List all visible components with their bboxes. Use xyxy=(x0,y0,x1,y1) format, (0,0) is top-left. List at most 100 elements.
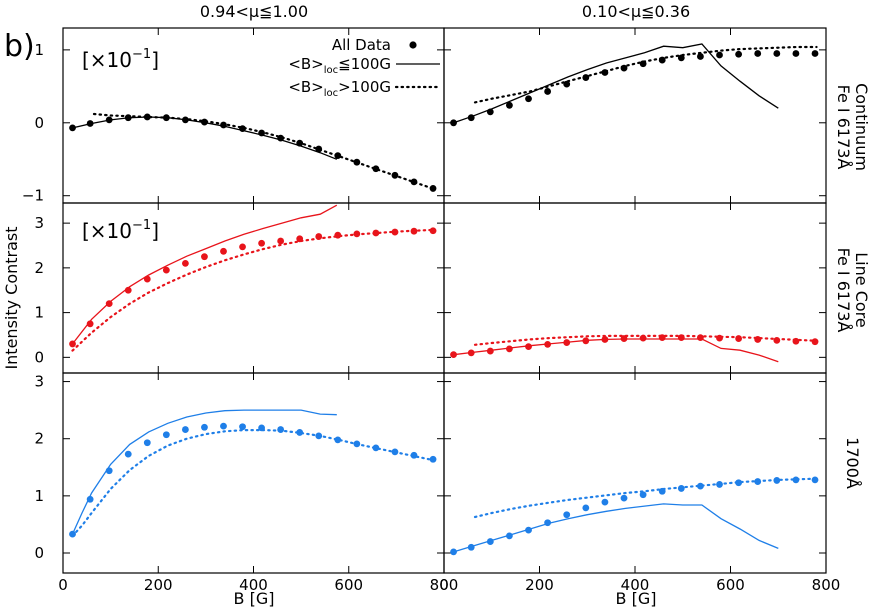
row-label-3: 1700Å xyxy=(843,437,862,489)
data-point xyxy=(450,548,457,556)
row-label-2-line2: Line Core xyxy=(852,252,871,327)
panel-r3-c1: 0 1 2 3 0 200 400 600 800 xyxy=(34,372,459,594)
x-tick-label: 0 xyxy=(439,576,449,594)
x-tick-label: 200 xyxy=(144,576,173,594)
column-title-right: 0.10<μ≦0.36 xyxy=(582,2,690,21)
scale-note-row2: [×10−1] xyxy=(82,218,159,243)
row-label-1-line1: Fe I 6173Å xyxy=(834,85,853,170)
y-tick-label: 1 xyxy=(34,41,44,59)
x-tick-label: 200 xyxy=(525,576,554,594)
scale-note-row1: [×10−1] xyxy=(82,47,159,72)
row-label-1-line2: Continuum xyxy=(852,83,871,171)
legend-label-all-data: All Data xyxy=(332,36,391,54)
series-line-low-field xyxy=(453,503,779,553)
series-line-low-field xyxy=(453,43,779,124)
panel-frame xyxy=(443,372,827,574)
data-point xyxy=(754,50,762,57)
data-point xyxy=(506,345,513,353)
data-point xyxy=(773,50,781,57)
x-tick-label: 800 xyxy=(812,576,841,594)
data-point xyxy=(239,423,246,431)
data-point xyxy=(220,422,227,430)
y-tick-label: 2 xyxy=(34,430,44,448)
series-line-low-field xyxy=(71,409,337,535)
data-point xyxy=(450,351,457,359)
data-point xyxy=(181,426,189,433)
data-point xyxy=(69,530,76,538)
x-axis-title-left: B [G] xyxy=(234,589,275,608)
y-tick-label: 1 xyxy=(34,304,44,322)
data-point xyxy=(162,431,170,439)
y-tick-label: 1 xyxy=(34,487,44,505)
y-axis-title: Intensity Contrast xyxy=(2,226,21,369)
data-point xyxy=(677,54,685,62)
x-tick-label: 600 xyxy=(716,576,745,594)
y-tick-label: 3 xyxy=(34,373,44,391)
panel-letter: b) xyxy=(4,29,35,64)
data-point xyxy=(258,239,265,247)
x-tick-label: 400 xyxy=(239,576,268,594)
data-point xyxy=(792,50,800,57)
column-title-left: 0.94<μ≦1.00 xyxy=(200,2,308,21)
data-point xyxy=(201,253,208,261)
data-point xyxy=(735,50,743,58)
y-tick-label: 0 xyxy=(34,348,44,366)
data-point xyxy=(563,511,571,519)
row-label-2-line1: Fe I 6173Å xyxy=(834,248,853,333)
series-line-high-field xyxy=(473,45,818,104)
series-line-low-field xyxy=(71,204,338,345)
data-point xyxy=(544,88,552,95)
data-point xyxy=(639,491,647,499)
data-point xyxy=(429,227,437,235)
data-point xyxy=(201,423,208,431)
data-point xyxy=(486,347,494,355)
data-point xyxy=(124,450,132,458)
panel-r2-c1: 0 1 2 3 xyxy=(34,202,445,374)
data-point xyxy=(620,494,628,502)
data-point xyxy=(525,95,532,103)
legend-label-low-field: <B>loc≦100G xyxy=(288,55,391,76)
data-point xyxy=(792,476,800,484)
y-tick-label: 3 xyxy=(34,214,44,232)
data-point xyxy=(410,451,418,459)
data-point xyxy=(162,266,170,274)
series-line-high-field xyxy=(473,334,818,346)
series-line-high-field xyxy=(71,228,436,352)
series-line-low-field xyxy=(72,116,338,160)
data-point xyxy=(582,504,590,512)
x-tick-label: 0 xyxy=(58,576,68,594)
x-axis-title-right: B [G] xyxy=(616,589,657,608)
x-tick-label: 800 xyxy=(430,576,459,594)
data-point xyxy=(506,101,513,109)
data-point xyxy=(811,476,819,484)
data-point xyxy=(220,247,227,255)
legend-label-high-field: <B>loc>100G xyxy=(288,78,391,99)
series-line-high-field xyxy=(71,429,436,538)
data-point xyxy=(181,259,189,267)
data-point xyxy=(601,498,609,506)
data-point xyxy=(372,444,380,452)
data-point xyxy=(277,237,285,245)
data-point xyxy=(811,50,819,57)
y-tick-label: −1 xyxy=(22,187,44,205)
panel-frame xyxy=(62,372,445,574)
data-point xyxy=(735,479,743,487)
x-tick-label: 400 xyxy=(621,576,650,594)
data-point xyxy=(450,119,457,127)
y-tick-label: 0 xyxy=(34,114,44,132)
series-line-high-field xyxy=(92,112,436,191)
legend-marker-dot xyxy=(409,41,417,49)
data-point xyxy=(697,53,704,60)
panel-frame xyxy=(443,27,827,204)
panel-frame xyxy=(443,202,827,374)
data-point xyxy=(563,80,571,88)
data-point xyxy=(239,243,246,251)
panel-r1-c2 xyxy=(443,27,827,204)
data-point xyxy=(716,51,723,59)
data-point xyxy=(525,343,532,351)
panel-r3-c2: 0 200 400 600 800 xyxy=(439,372,841,594)
data-point xyxy=(811,338,819,346)
legend: All Data <B>loc≦100G <B>loc>100G xyxy=(288,36,442,99)
series-line-high-field xyxy=(473,477,818,519)
